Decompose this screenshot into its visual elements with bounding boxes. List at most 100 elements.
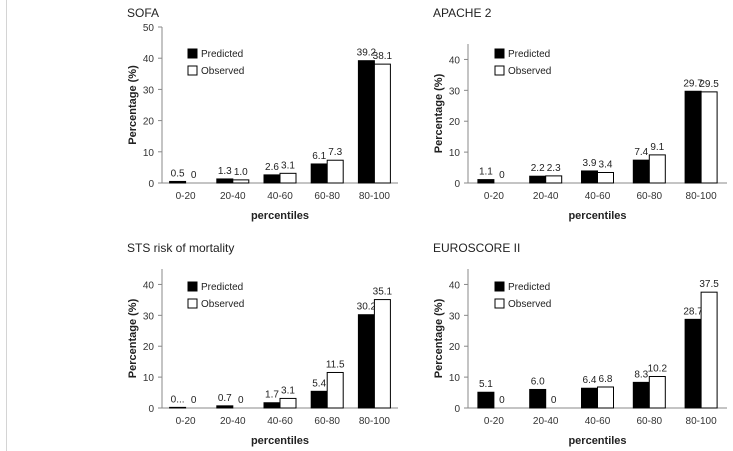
x-tick-label: 60-80 [637, 416, 663, 427]
data-label-predicted: 0.5 [171, 168, 185, 179]
data-label-observed: 0 [499, 395, 505, 406]
legend-swatch-predicted [187, 48, 198, 59]
data-label-predicted: 5.4 [312, 378, 326, 389]
bar-predicted [684, 90, 702, 184]
data-label-observed: 37.5 [699, 279, 719, 290]
data-label-observed: 2.3 [547, 163, 561, 174]
x-tick-label: 20-40 [220, 416, 246, 427]
y-tick-label: 20 [449, 342, 461, 353]
data-label-predicted: 2.6 [265, 162, 279, 173]
bar-predicted [263, 174, 281, 184]
data-label-observed: 0 [238, 395, 244, 406]
bar-observed [373, 63, 391, 184]
bar-predicted [477, 179, 495, 184]
y-tick-label: 20 [449, 117, 461, 128]
y-tick-label: 30 [143, 85, 155, 96]
x-tick-label: 60-80 [314, 191, 340, 202]
data-label-predicted: 0.7 [218, 393, 232, 404]
bar-predicted [684, 318, 702, 409]
y-tick-label: 40 [449, 280, 461, 291]
bar-observed [700, 291, 718, 409]
page-left-border [6, 0, 7, 451]
x-tick-label: 80-100 [359, 191, 391, 202]
data-label-predicted: 5.1 [479, 379, 493, 390]
y-axis-title: Percentage (%) [127, 65, 139, 145]
y-axis-title: Percentage (%) [127, 298, 139, 378]
bar-predicted [216, 178, 234, 184]
data-label-predicted: 3.9 [583, 158, 597, 169]
data-label-observed: 3.4 [599, 159, 613, 170]
data-label-observed: 29.5 [699, 79, 719, 90]
x-tick-label: 0-20 [176, 191, 196, 202]
legend-label-predicted: Predicted [508, 282, 550, 293]
legend-swatch-observed [494, 65, 505, 76]
data-label-observed: 0 [191, 395, 197, 406]
data-label-predicted: 29.7 [683, 78, 703, 89]
data-label-predicted: 7.4 [634, 147, 648, 158]
y-tick-label: 30 [449, 86, 461, 97]
y-tick-label: 30 [143, 311, 155, 322]
data-label-predicted: 6.4 [583, 375, 597, 386]
chart-title: APACHE 2 [433, 6, 492, 20]
bar-observed [700, 91, 718, 184]
data-label-predicted: 30.2 [357, 302, 377, 313]
bar-predicted [529, 388, 547, 409]
x-tick-label: 40-60 [267, 416, 293, 427]
legend-label-observed: Observed [201, 66, 244, 77]
x-axis-title: percentiles [568, 435, 626, 447]
x-tick-label: 60-80 [637, 191, 663, 202]
y-tick-label: 10 [449, 373, 461, 384]
bar-predicted [632, 381, 650, 409]
bar-observed [648, 154, 666, 184]
x-tick-label: 20-40 [533, 191, 559, 202]
y-tick-label: 40 [143, 54, 155, 65]
y-tick-label: 20 [143, 117, 155, 128]
data-label-predicted: 1.3 [218, 166, 232, 177]
bar-predicted [169, 180, 187, 184]
y-tick-label: 10 [143, 373, 155, 384]
bar-predicted [529, 175, 547, 184]
x-tick-label: 80-100 [359, 416, 391, 427]
data-label-predicted: 0... [171, 394, 185, 405]
data-label-observed: 35.1 [373, 287, 393, 298]
x-axis-title: percentiles [568, 210, 626, 222]
legend-label-predicted: Predicted [201, 282, 243, 293]
y-tick-label: 30 [449, 311, 461, 322]
legend-label-observed: Observed [508, 299, 551, 310]
bar-predicted [357, 60, 375, 184]
x-tick-label: 20-40 [220, 191, 246, 202]
bar-predicted [477, 391, 495, 409]
legend-label-observed: Observed [508, 66, 551, 77]
y-tick-label: 40 [449, 55, 461, 66]
data-label-predicted: 1.1 [479, 167, 493, 178]
x-axis-title: percentiles [251, 210, 309, 222]
data-label-predicted: 39.2 [357, 48, 377, 59]
legend-label-observed: Observed [201, 299, 244, 310]
data-label-observed: 11.5 [326, 359, 345, 370]
bar-observed [648, 375, 666, 409]
data-label-observed: 3.1 [281, 160, 295, 171]
data-label-observed: 38.1 [373, 51, 393, 62]
bar-observed [279, 172, 297, 184]
x-tick-label: 0-20 [176, 416, 196, 427]
y-tick-label: 40 [143, 280, 155, 291]
bar-predicted [169, 406, 187, 409]
x-axis-title: percentiles [251, 435, 309, 447]
data-label-observed: 1.0 [234, 167, 248, 178]
data-label-predicted: 6.1 [312, 151, 326, 162]
y-tick-label: 50 [143, 23, 155, 34]
legend-swatch-predicted [494, 281, 505, 292]
bar-predicted [310, 390, 328, 409]
data-label-observed: 9.1 [650, 142, 664, 153]
data-label-observed: 0 [551, 395, 557, 406]
bar-predicted [310, 163, 328, 184]
y-axis-title: Percentage (%) [433, 73, 445, 153]
data-label-predicted: 2.2 [531, 163, 545, 174]
data-label-observed: 0 [499, 170, 505, 181]
bar-observed [597, 171, 614, 184]
y-tick-label: 0 [454, 179, 460, 190]
data-label-observed: 10.2 [648, 363, 668, 374]
data-label-predicted: 1.7 [265, 390, 279, 401]
bar-observed [326, 159, 344, 184]
